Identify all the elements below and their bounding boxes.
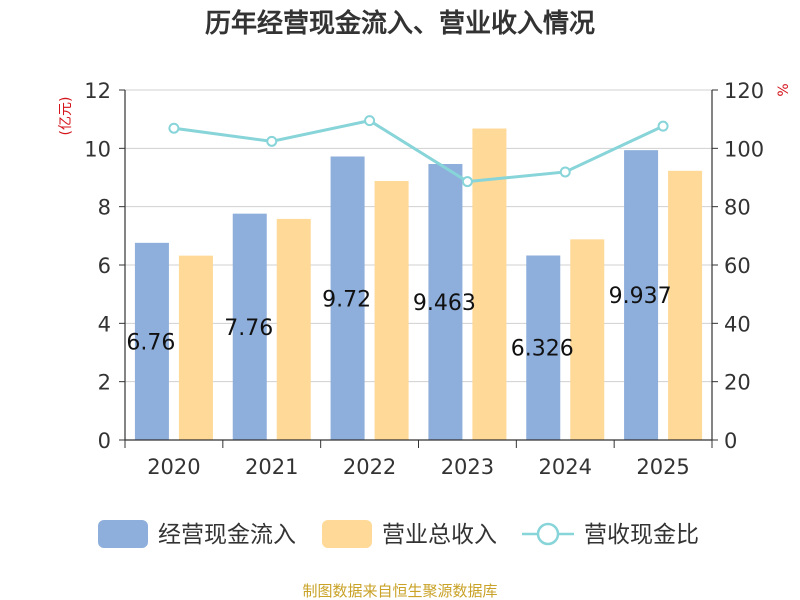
revenue-bar bbox=[374, 181, 409, 440]
revenue-bar bbox=[570, 239, 605, 440]
ratio-point bbox=[266, 135, 278, 147]
y-right-tick-label: 60 bbox=[724, 254, 751, 278]
legend-label: 营收现金比 bbox=[584, 522, 699, 548]
ratio-point bbox=[168, 122, 180, 134]
cash-inflow-data-label: 6.326 bbox=[511, 337, 574, 362]
revenue-bar bbox=[178, 255, 213, 440]
revenue-bar bbox=[276, 218, 311, 440]
cash-inflow-data-label: 9.72 bbox=[322, 287, 371, 312]
y-left-tick-label: 8 bbox=[98, 196, 111, 220]
y-left-tick-label: 2 bbox=[98, 371, 111, 395]
legend-swatch-cash-inflow bbox=[98, 520, 148, 548]
x-tick-label: 2022 bbox=[343, 455, 396, 479]
cash-inflow-bar bbox=[232, 213, 267, 440]
legend-swatch-revenue bbox=[322, 520, 372, 548]
ratio-point bbox=[657, 120, 669, 132]
source-footer: 制图数据来自恒生聚源数据库 bbox=[302, 582, 497, 600]
cash-inflow-data-label: 6.76 bbox=[126, 330, 175, 355]
ratio-line-group bbox=[168, 115, 669, 188]
y-left-tick-label: 6 bbox=[98, 254, 111, 278]
legend-label: 经营现金流入 bbox=[158, 522, 296, 548]
revenue-bar bbox=[472, 128, 507, 440]
cash-inflow-bar bbox=[624, 150, 659, 440]
cash-inflow-data-label: 7.76 bbox=[224, 316, 273, 341]
y-right-tick-label: 80 bbox=[724, 196, 751, 220]
bars-group bbox=[134, 128, 703, 440]
cash-inflow-bar bbox=[526, 255, 561, 440]
data-labels-group: 6.76 7.76 9.72 9.463 6.326 9.937 bbox=[126, 284, 671, 362]
y-right-tick-label: 120 bbox=[724, 79, 764, 103]
legend-swatch-ratio-marker bbox=[536, 522, 560, 546]
y-left-unit-label: (亿元) bbox=[58, 97, 74, 136]
legend-label: 营业总收入 bbox=[382, 522, 497, 548]
y-right-tick-label: 100 bbox=[724, 137, 764, 161]
x-tick-label: 2023 bbox=[441, 455, 494, 479]
gridlines bbox=[125, 89, 712, 441]
revenue-bar bbox=[668, 170, 703, 440]
ratio-point bbox=[364, 115, 376, 127]
ratio-line bbox=[173, 119, 664, 184]
cash-inflow-bar bbox=[134, 242, 169, 440]
chart-title: 历年经营现金流入、营业收入情况 bbox=[205, 8, 595, 39]
cash-inflow-data-label: 9.937 bbox=[609, 284, 672, 309]
x-tick-label: 2025 bbox=[636, 455, 689, 479]
cash-inflow-bar bbox=[330, 156, 365, 440]
y-right-unit-label: % bbox=[776, 83, 792, 96]
x-tick-label: 2020 bbox=[147, 455, 200, 479]
x-tick-label: 2021 bbox=[245, 455, 298, 479]
x-tick-label: 2024 bbox=[539, 455, 592, 479]
cash-inflow-bar bbox=[428, 163, 463, 440]
ratio-point bbox=[461, 176, 473, 188]
y-right-tick-label: 0 bbox=[724, 429, 737, 453]
legend: 经营现金流入 营业总收入 营收现金比 bbox=[98, 520, 699, 548]
y-left-tick-label: 12 bbox=[84, 79, 111, 103]
y-right-tick-label: 40 bbox=[724, 312, 751, 336]
ratio-point bbox=[559, 166, 571, 178]
cash-inflow-data-label: 9.463 bbox=[413, 291, 476, 316]
y-left-tick-label: 4 bbox=[98, 312, 111, 336]
y-right-tick-label: 20 bbox=[724, 371, 751, 395]
y-left-tick-label: 0 bbox=[98, 429, 111, 453]
y-left-tick-label: 10 bbox=[84, 137, 111, 161]
